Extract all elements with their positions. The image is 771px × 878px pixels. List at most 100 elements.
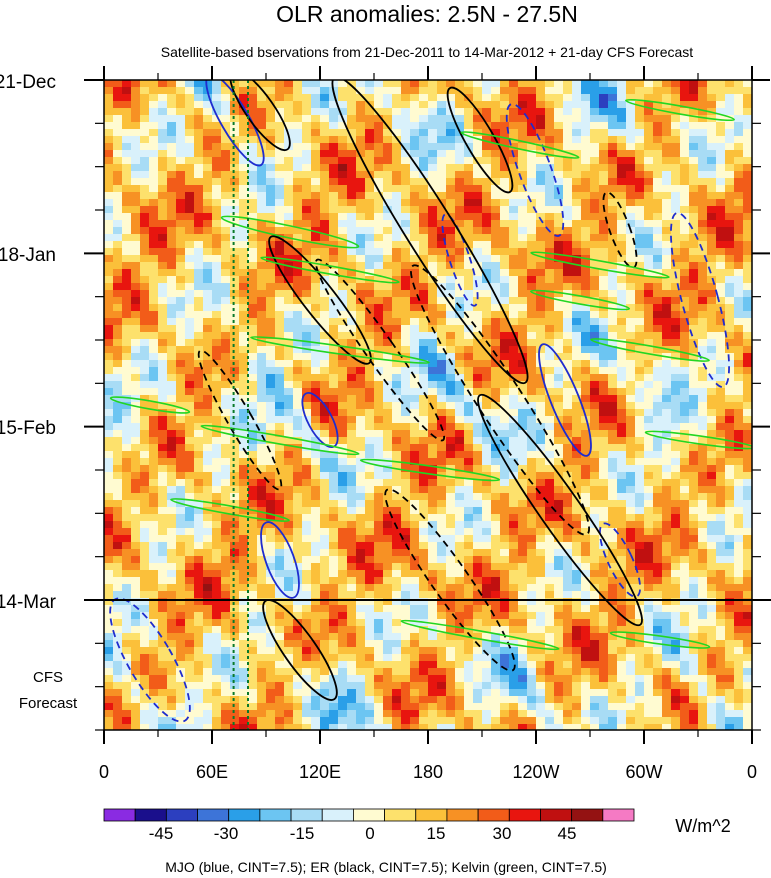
anomaly-cell <box>140 129 150 137</box>
anomaly-cell <box>653 416 663 424</box>
anomaly-cell <box>698 136 708 144</box>
anomaly-cell <box>716 150 726 158</box>
anomaly-cell <box>437 367 447 375</box>
anomaly-cell <box>158 416 168 424</box>
anomaly-cell <box>464 157 474 165</box>
anomaly-cell <box>293 423 303 431</box>
anomaly-cell <box>671 486 681 494</box>
anomaly-cell <box>662 276 672 284</box>
anomaly-cell <box>707 185 717 193</box>
anomaly-cell <box>581 129 591 137</box>
anomaly-cell <box>410 164 420 172</box>
anomaly-cell <box>293 80 303 88</box>
anomaly-cell <box>725 164 735 172</box>
anomaly-cell <box>149 507 159 515</box>
anomaly-cell <box>284 87 294 95</box>
anomaly-cell <box>122 283 132 291</box>
anomaly-cell <box>176 241 186 249</box>
anomaly-cell <box>563 430 573 438</box>
anomaly-cell <box>104 325 114 333</box>
anomaly-cell <box>482 465 492 473</box>
anomaly-cell <box>392 528 402 536</box>
anomaly-cell <box>392 437 402 445</box>
anomaly-cell <box>446 283 456 291</box>
anomaly-cell <box>158 486 168 494</box>
anomaly-cell <box>221 297 231 305</box>
anomaly-cell <box>590 213 600 221</box>
anomaly-cell <box>230 563 240 571</box>
anomaly-cell <box>437 479 447 487</box>
anomaly-cell <box>374 311 384 319</box>
anomaly-cell <box>149 465 159 473</box>
anomaly-cell <box>581 514 591 522</box>
anomaly-cell <box>437 87 447 95</box>
anomaly-cell <box>482 115 492 123</box>
anomaly-cell <box>131 101 141 109</box>
anomaly-cell <box>563 381 573 389</box>
anomaly-cell <box>617 115 627 123</box>
anomaly-cell <box>644 465 654 473</box>
anomaly-cell <box>104 563 114 571</box>
anomaly-cell <box>464 493 474 501</box>
anomaly-cell <box>662 451 672 459</box>
anomaly-cell <box>239 465 249 473</box>
anomaly-cell <box>338 472 348 480</box>
anomaly-cell <box>518 395 528 403</box>
anomaly-cell <box>329 423 339 431</box>
anomaly-cell <box>455 255 465 263</box>
anomaly-cell <box>374 269 384 277</box>
anomaly-cell <box>284 423 294 431</box>
anomaly-cell <box>518 409 528 417</box>
anomaly-cell <box>491 115 501 123</box>
anomaly-cell <box>257 472 267 480</box>
anomaly-cell <box>698 87 708 95</box>
anomaly-cell <box>266 262 276 270</box>
anomaly-cell <box>536 493 546 501</box>
anomaly-cell <box>617 465 627 473</box>
anomaly-cell <box>113 283 123 291</box>
anomaly-cell <box>365 297 375 305</box>
anomaly-cell <box>536 171 546 179</box>
anomaly-cell <box>455 500 465 508</box>
anomaly-cell <box>248 199 258 207</box>
anomaly-cell <box>320 220 330 228</box>
anomaly-cell <box>149 164 159 172</box>
anomaly-cell <box>113 416 123 424</box>
anomaly-cell <box>428 213 438 221</box>
anomaly-cell <box>149 521 159 529</box>
anomaly-cell <box>464 185 474 193</box>
anomaly-cell <box>140 304 150 312</box>
anomaly-cell <box>572 339 582 347</box>
anomaly-cell <box>203 346 213 354</box>
anomaly-cell <box>383 535 393 543</box>
anomaly-cell <box>473 101 483 109</box>
anomaly-cell <box>725 402 735 410</box>
anomaly-cell <box>554 255 564 263</box>
anomaly-cell <box>482 444 492 452</box>
anomaly-cell <box>707 514 717 522</box>
anomaly-cell <box>689 129 699 137</box>
anomaly-cell <box>284 346 294 354</box>
anomaly-cell <box>347 185 357 193</box>
anomaly-cell <box>725 108 735 116</box>
anomaly-cell <box>518 206 528 214</box>
anomaly-cell <box>527 311 537 319</box>
anomaly-cell <box>662 325 672 333</box>
anomaly-cell <box>230 514 240 522</box>
anomaly-cell <box>212 108 222 116</box>
anomaly-cell <box>302 388 312 396</box>
anomaly-cell <box>554 542 564 550</box>
anomaly-cell <box>680 374 690 382</box>
anomaly-cell <box>680 143 690 151</box>
anomaly-cell <box>482 234 492 242</box>
anomaly-cell <box>716 444 726 452</box>
anomaly-cell <box>140 122 150 130</box>
anomaly-cell <box>320 563 330 571</box>
anomaly-cell <box>329 80 339 88</box>
anomaly-cell <box>149 353 159 361</box>
anomaly-cell <box>167 521 177 529</box>
anomaly-cell <box>212 318 222 326</box>
anomaly-cell <box>122 465 132 473</box>
anomaly-cell <box>356 325 366 333</box>
anomaly-cell <box>644 493 654 501</box>
